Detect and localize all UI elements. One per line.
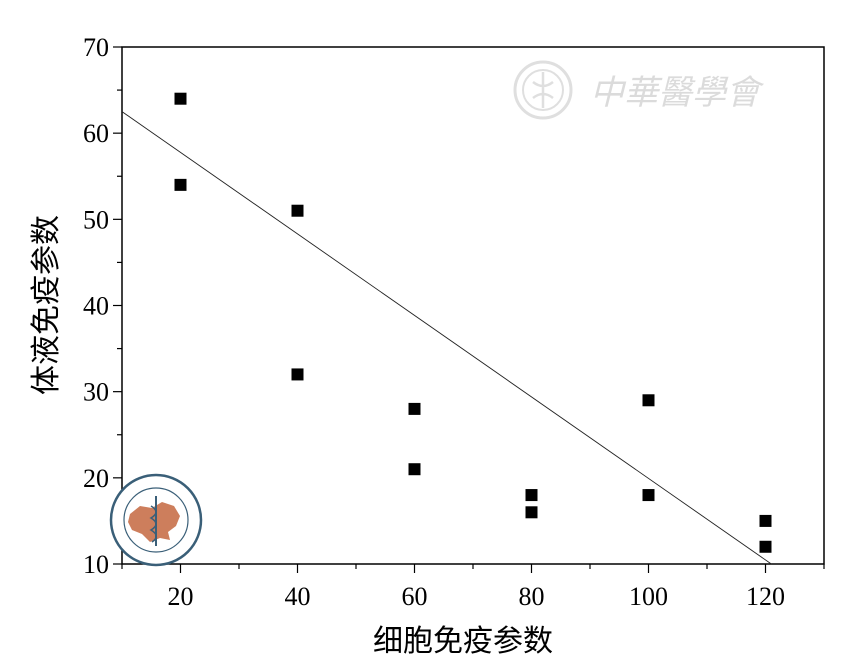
plot-frame <box>121 46 825 565</box>
y-tick-label: 50 <box>83 205 109 234</box>
y-axis-title: 体液免疫参数 <box>29 215 64 395</box>
data-point <box>408 402 421 415</box>
x-tick-label: 60 <box>402 582 428 611</box>
x-axis: 20 40 60 80 100 120 <box>121 564 825 611</box>
y-tick-label: 60 <box>83 119 109 148</box>
y-tick-label: 30 <box>83 378 109 407</box>
y-tick-label: 70 <box>83 33 109 62</box>
data-point <box>759 514 772 527</box>
data-point <box>174 92 187 105</box>
data-point <box>642 394 655 407</box>
watermark-seal-icon <box>513 60 573 120</box>
data-point <box>174 178 187 191</box>
data-point <box>291 204 304 217</box>
watermark: 中華醫學會 <box>513 60 765 120</box>
data-point <box>525 489 538 502</box>
china-map-icon <box>128 502 180 542</box>
data-point <box>642 489 655 502</box>
x-tick-label: 100 <box>629 582 668 611</box>
x-tick-label: 20 <box>168 582 194 611</box>
watermark-text: 中華醫學會 <box>590 73 765 113</box>
data-point <box>525 506 538 519</box>
y-tick-label: 10 <box>83 550 109 579</box>
data-point <box>759 540 772 553</box>
cma-logo <box>109 473 203 567</box>
y-tick-label: 40 <box>83 292 109 321</box>
x-tick-label: 40 <box>285 582 311 611</box>
data-points <box>174 92 772 553</box>
x-tick-label: 80 <box>519 582 545 611</box>
y-tick-label: 20 <box>83 464 109 493</box>
data-point <box>291 368 304 381</box>
trendline <box>121 111 772 565</box>
trendline-group <box>121 111 772 565</box>
data-point <box>408 463 421 476</box>
y-axis: 10 20 30 40 50 60 70 <box>83 33 122 579</box>
x-tick-label: 120 <box>746 582 785 611</box>
x-axis-title: 细胞免疫参数 <box>373 624 553 659</box>
